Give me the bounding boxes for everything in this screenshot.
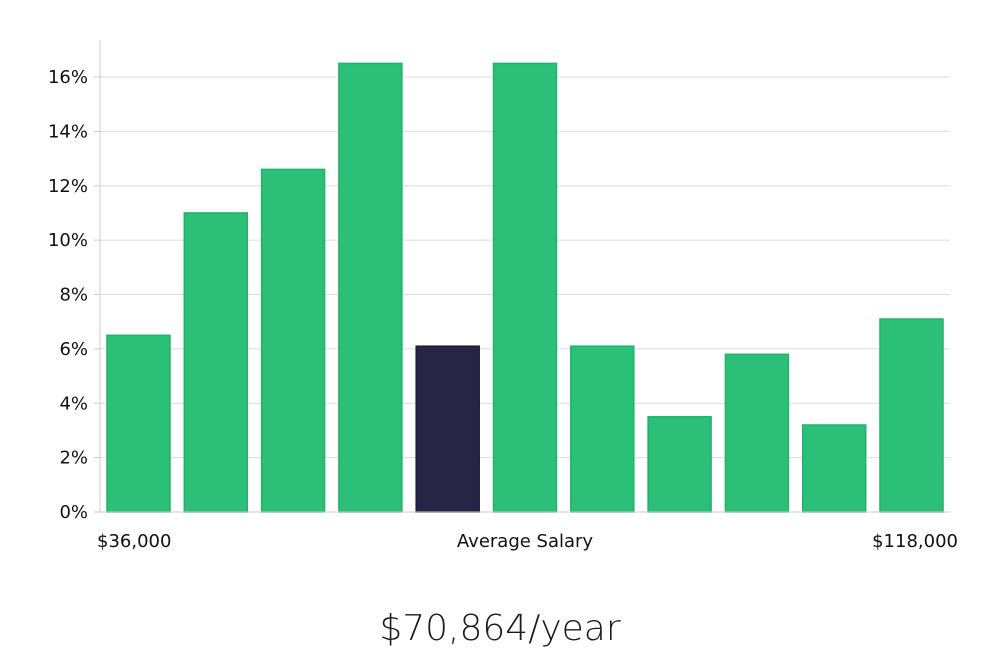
y-tick-label: 2% (59, 448, 88, 469)
bar (647, 416, 712, 513)
bar (801, 424, 867, 513)
bar (260, 168, 326, 513)
y-tick-label: 6% (59, 339, 88, 360)
y-axis-ticks: 0% 2% 4% 6% 8% 10% 12% 14% 16% (48, 67, 100, 523)
salary-histogram: 0% 2% 4% 6% 8% 10% 12% 14% 16% $36,000 Average S… (48, 40, 958, 552)
bar (106, 334, 171, 513)
y-tick-label: 4% (59, 393, 88, 414)
y-tick-label: 10% (48, 230, 88, 251)
range-min-label: $36,000 (97, 531, 171, 552)
y-tick-label: 16% (48, 67, 88, 88)
bar (183, 212, 249, 513)
bar (879, 318, 944, 513)
bar (338, 62, 403, 513)
y-tick-label: 8% (59, 285, 88, 306)
range-max-label: $118,000 (872, 531, 958, 552)
x-axis-label: Average Salary (457, 531, 594, 552)
bar (724, 353, 790, 513)
average-salary-value: $70,864/year (379, 608, 621, 649)
bar (492, 62, 558, 513)
bar-highlighted (415, 345, 480, 513)
y-tick-label: 12% (48, 176, 88, 197)
bars (106, 62, 944, 513)
y-tick-label: 14% (48, 121, 88, 142)
bar (570, 345, 635, 513)
y-tick-label: 0% (59, 502, 88, 523)
